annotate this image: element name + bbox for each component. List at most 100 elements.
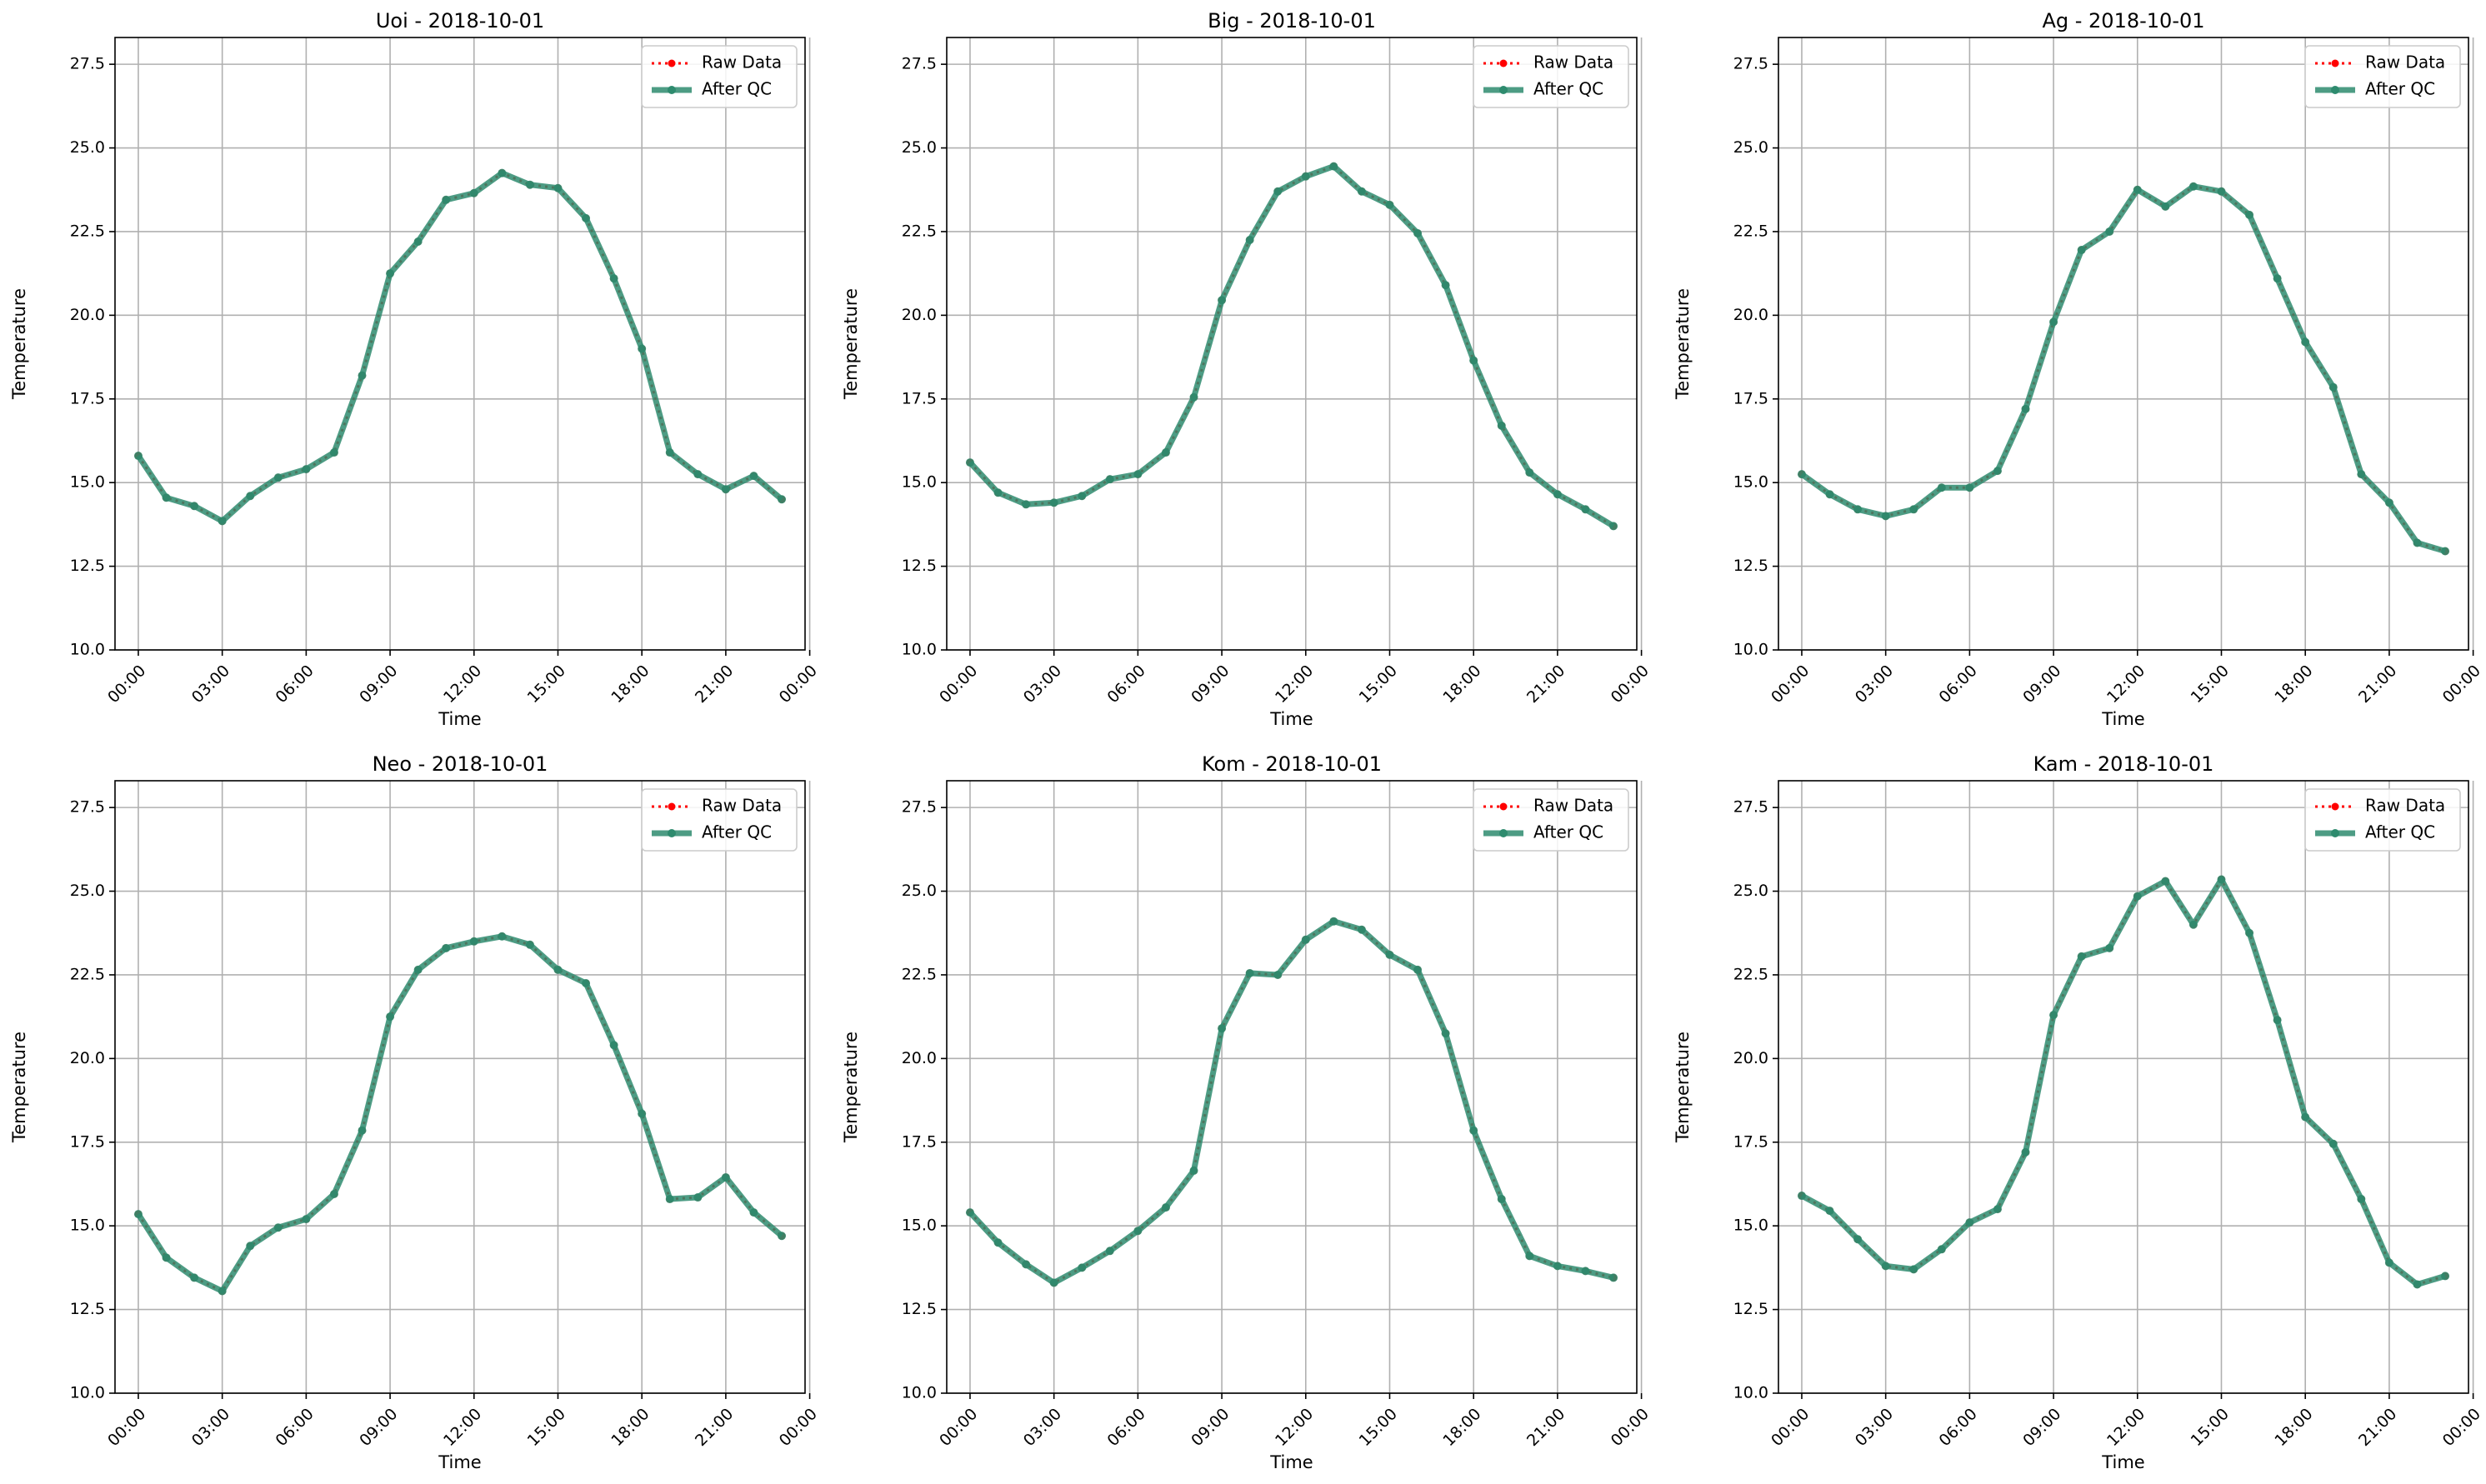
legend: Raw Data After QC [641, 788, 798, 852]
after-qc-point [2077, 952, 2086, 961]
y-tick-label: 22.5 [70, 965, 105, 983]
after-qc-point [302, 465, 311, 474]
x-tick-label: 03:00 [1852, 662, 1897, 707]
after-qc-point [1993, 1205, 2002, 1214]
after-qc-point [2357, 470, 2366, 479]
after-qc-point [1881, 512, 1890, 521]
y-tick-label: 25.0 [70, 138, 105, 157]
legend-raw-marker [668, 59, 676, 67]
after-qc-point [302, 1215, 311, 1224]
after-qc-point [1825, 1207, 1834, 1216]
y-tick-label: 22.5 [1733, 222, 1768, 240]
after-qc-point [1189, 1166, 1198, 1175]
y-tick-label: 20.0 [902, 1049, 937, 1067]
y-tick-label: 27.5 [902, 798, 937, 817]
after-qc-point [525, 940, 534, 949]
raw-data-line [137, 935, 783, 1293]
x-tick-label: 09:00 [2019, 1405, 2064, 1450]
y-tick-label: 15.0 [1733, 1217, 1768, 1235]
after-qc-point [1413, 228, 1423, 237]
subplot-uoi: 00:00 03:00 06:00 09:00 12:00 15:00 18:00 21:00… [9, 9, 821, 729]
x-tick-label: 12:00 [2103, 662, 2148, 707]
y-tick-label: 10.0 [902, 641, 937, 659]
after-qc-point [1301, 935, 1310, 944]
after-qc-point [1133, 1227, 1143, 1236]
after-qc-point [2021, 404, 2030, 413]
y-tick-label: 10.0 [70, 641, 105, 659]
y-axis-label: Temperature [9, 1032, 29, 1143]
after-qc-point [1301, 172, 1310, 181]
x-tick-label: 15:00 [2188, 662, 2233, 707]
chart-title: Kom - 2018-10-01 [1202, 752, 1382, 776]
subplot-kam: 00:00 03:00 06:00 09:00 12:00 15:00 18:00 21:00… [1673, 752, 2484, 1472]
x-tick-label: 15:00 [1356, 662, 1401, 707]
after-qc-point [469, 188, 478, 197]
y-tick-label: 12.5 [902, 1300, 937, 1318]
legend-raw-label: Raw Data [2365, 796, 2445, 816]
x-tick-label: 00:00 [936, 1405, 981, 1450]
after-qc-point [1525, 468, 1534, 477]
after-qc-point [2245, 210, 2254, 219]
after-qc-point [2328, 382, 2338, 392]
after-qc-point [1049, 1278, 1058, 1287]
after-qc-point [778, 1232, 787, 1241]
after-qc-point [413, 237, 423, 246]
x-tick-label: 03:00 [1852, 1405, 1897, 1450]
legend-raw-marker [1499, 59, 1508, 67]
legend-raw-label: Raw Data [1533, 796, 1613, 816]
x-tick-label: 06:00 [273, 662, 318, 707]
after-qc-point [1245, 968, 1254, 977]
after-qc-point [442, 195, 451, 204]
after-qc-point [273, 1223, 283, 1232]
after-qc-point [329, 1190, 338, 1199]
x-tick-label: 00:00 [1768, 1405, 1813, 1450]
after-qc-point [1909, 505, 1918, 514]
y-tick-label: 27.5 [70, 55, 105, 73]
after-qc-point [965, 458, 974, 467]
x-tick-label: 18:00 [2271, 662, 2316, 707]
subplot-kom: 00:00 03:00 06:00 09:00 12:00 15:00 18:00 21:00… [841, 752, 1653, 1472]
after-qc-point [133, 1210, 143, 1219]
legend: Raw Data After QC [2304, 788, 2461, 852]
after-qc-line [968, 163, 1615, 529]
x-tick-label: 06:00 [1936, 1405, 1981, 1450]
y-tick-label: 20.0 [902, 306, 937, 324]
after-qc-point [2301, 337, 2310, 347]
y-tick-label: 12.5 [70, 1300, 105, 1318]
y-tick-label: 15.0 [902, 1217, 937, 1235]
y-tick-label: 12.5 [70, 557, 105, 575]
after-qc-point [2077, 246, 2086, 255]
legend-qc-label: After QC [2365, 79, 2435, 99]
y-tick-label: 22.5 [70, 222, 105, 240]
legend: Raw Data After QC [641, 45, 798, 108]
x-tick-label: 00:00 [776, 662, 821, 707]
after-qc-line [136, 933, 784, 1294]
x-tick-label: 21:00 [692, 662, 737, 707]
y-tick-label: 15.0 [70, 1217, 105, 1235]
y-tick-label: 27.5 [1733, 798, 1768, 817]
after-qc-point [246, 1242, 255, 1251]
y-tick-label: 15.0 [1733, 473, 1768, 492]
after-qc-point [1937, 1245, 1946, 1254]
y-tick-label: 25.0 [902, 882, 937, 900]
y-tick-label: 17.5 [902, 389, 937, 407]
chart-title: Kam - 2018-10-01 [2033, 752, 2214, 776]
subplot-ag: 00:00 03:00 06:00 09:00 12:00 15:00 18:00 21:00… [1673, 9, 2484, 729]
after-qc-point [1553, 1262, 1562, 1271]
x-tick-label: 06:00 [1104, 662, 1149, 707]
legend-qc-marker [1499, 86, 1508, 94]
after-qc-point [1497, 421, 1506, 430]
y-tick-label: 12.5 [1733, 557, 1768, 575]
after-qc-point [2049, 1011, 2058, 1020]
after-qc-point [1441, 1029, 1450, 1038]
after-qc-point [2273, 274, 2282, 283]
y-tick-label: 17.5 [902, 1132, 937, 1151]
legend-raw-label: Raw Data [702, 52, 782, 72]
y-axis-label: Temperature [1673, 1032, 1693, 1143]
after-qc-point [2441, 1272, 2450, 1281]
raw-data-line [137, 171, 783, 523]
legend: Raw Data After QC [2304, 45, 2461, 108]
axes-frame [946, 780, 1638, 1394]
raw-data-line [1801, 185, 2446, 552]
x-tick-label: 00:00 [1768, 662, 1813, 707]
